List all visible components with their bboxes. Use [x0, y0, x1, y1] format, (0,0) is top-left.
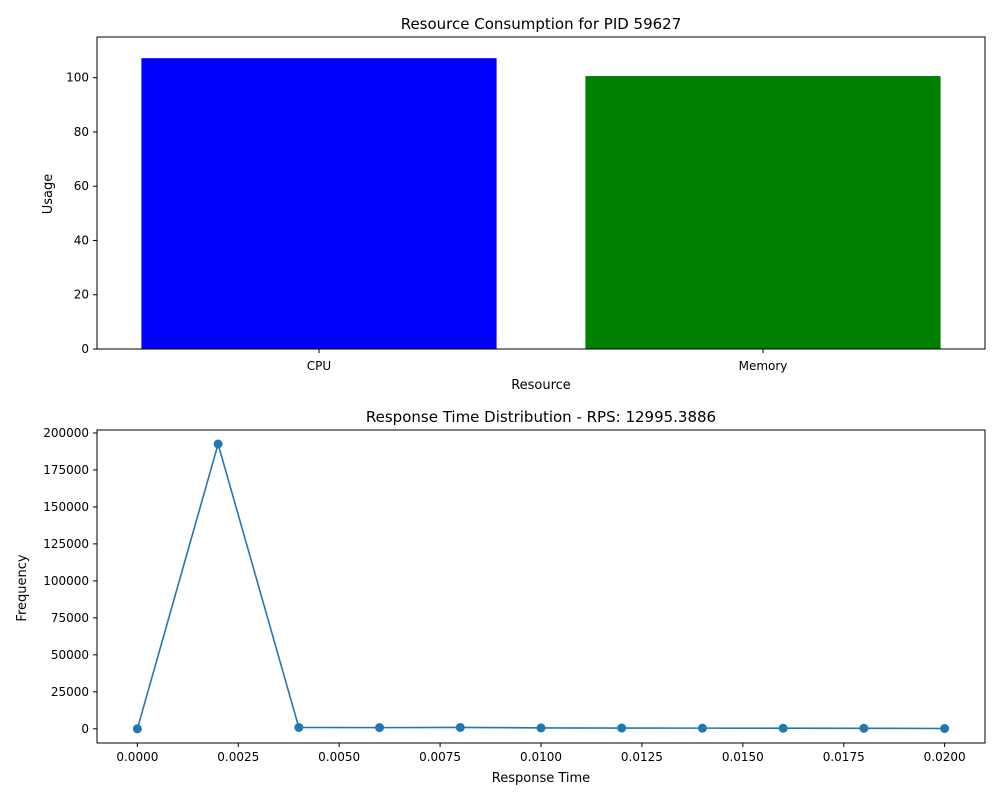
frequency-point — [778, 723, 788, 733]
bar-ytick-label: 20 — [74, 288, 89, 302]
line-xtick-label: 0.0200 — [924, 750, 966, 764]
bar-chart-title: Resource Consumption for PID 59627 — [401, 15, 682, 33]
bar-cpu — [141, 58, 497, 349]
bar-xtick-label: CPU — [307, 359, 331, 373]
resource-bar-chart: Resource Consumption for PID 59627 Resou… — [41, 15, 986, 393]
bar-ytick-label: 40 — [74, 233, 89, 247]
frequency-point — [859, 723, 869, 733]
line-xtick-label: 0.0075 — [419, 750, 461, 764]
line-chart-title: Response Time Distribution - RPS: 12995.… — [366, 408, 716, 426]
frequency-point — [132, 724, 142, 734]
bar-ytick-label: 100 — [66, 71, 89, 85]
line-ytick-label: 25000 — [51, 685, 89, 699]
frequency-point — [213, 439, 223, 449]
line-ytick-label: 150000 — [43, 500, 89, 514]
bar-chart-marks: CPU Memory 0 20 40 60 80 100 — [66, 58, 941, 373]
frequency-point — [455, 722, 465, 732]
line-xtick-label: 0.0000 — [116, 750, 158, 764]
bar-ytick-label: 0 — [81, 342, 89, 356]
frequency-point — [294, 722, 304, 732]
bar-ytick-label: 60 — [74, 179, 89, 193]
line-ytick-label: 100000 — [43, 574, 89, 588]
frequency-point — [940, 724, 950, 734]
line-chart-marks: 0.0000 0.0025 0.0050 0.0075 0.0100 0.0125 0.01… — [43, 426, 965, 764]
line-xtick-label: 0.0025 — [217, 750, 259, 764]
frequency-point — [697, 723, 707, 733]
line-chart-xlabel: Response Time — [492, 771, 590, 786]
line-chart-ylabel: Frequency — [15, 554, 30, 621]
frequency-point — [617, 723, 627, 733]
bar-memory — [585, 76, 941, 350]
frequency-point — [375, 723, 385, 733]
line-ytick-label: 75000 — [51, 611, 89, 625]
bar-ytick-label: 80 — [74, 125, 89, 139]
bar-chart-frame — [96, 36, 986, 350]
line-xtick-label: 0.0175 — [823, 750, 865, 764]
bar-xtick-label: Memory — [739, 359, 788, 373]
line-ytick-label: 50000 — [51, 648, 89, 662]
line-ytick-label: 125000 — [43, 537, 89, 551]
line-ytick-label: 175000 — [43, 463, 89, 477]
line-xtick-label: 0.0125 — [621, 750, 663, 764]
response-time-line-chart: Response Time Distribution - RPS: 12995.… — [15, 408, 986, 786]
bar-chart-xlabel: Resource — [511, 378, 571, 393]
line-xtick-label: 0.0100 — [520, 750, 562, 764]
line-chart-frame — [96, 429, 986, 744]
line-ytick-label: 0 — [81, 722, 89, 736]
frequency-point — [536, 723, 546, 733]
bar-chart-ylabel: Usage — [41, 174, 56, 215]
line-xtick-label: 0.0150 — [722, 750, 764, 764]
line-xtick-label: 0.0050 — [318, 750, 360, 764]
line-ytick-label: 200000 — [43, 426, 89, 440]
